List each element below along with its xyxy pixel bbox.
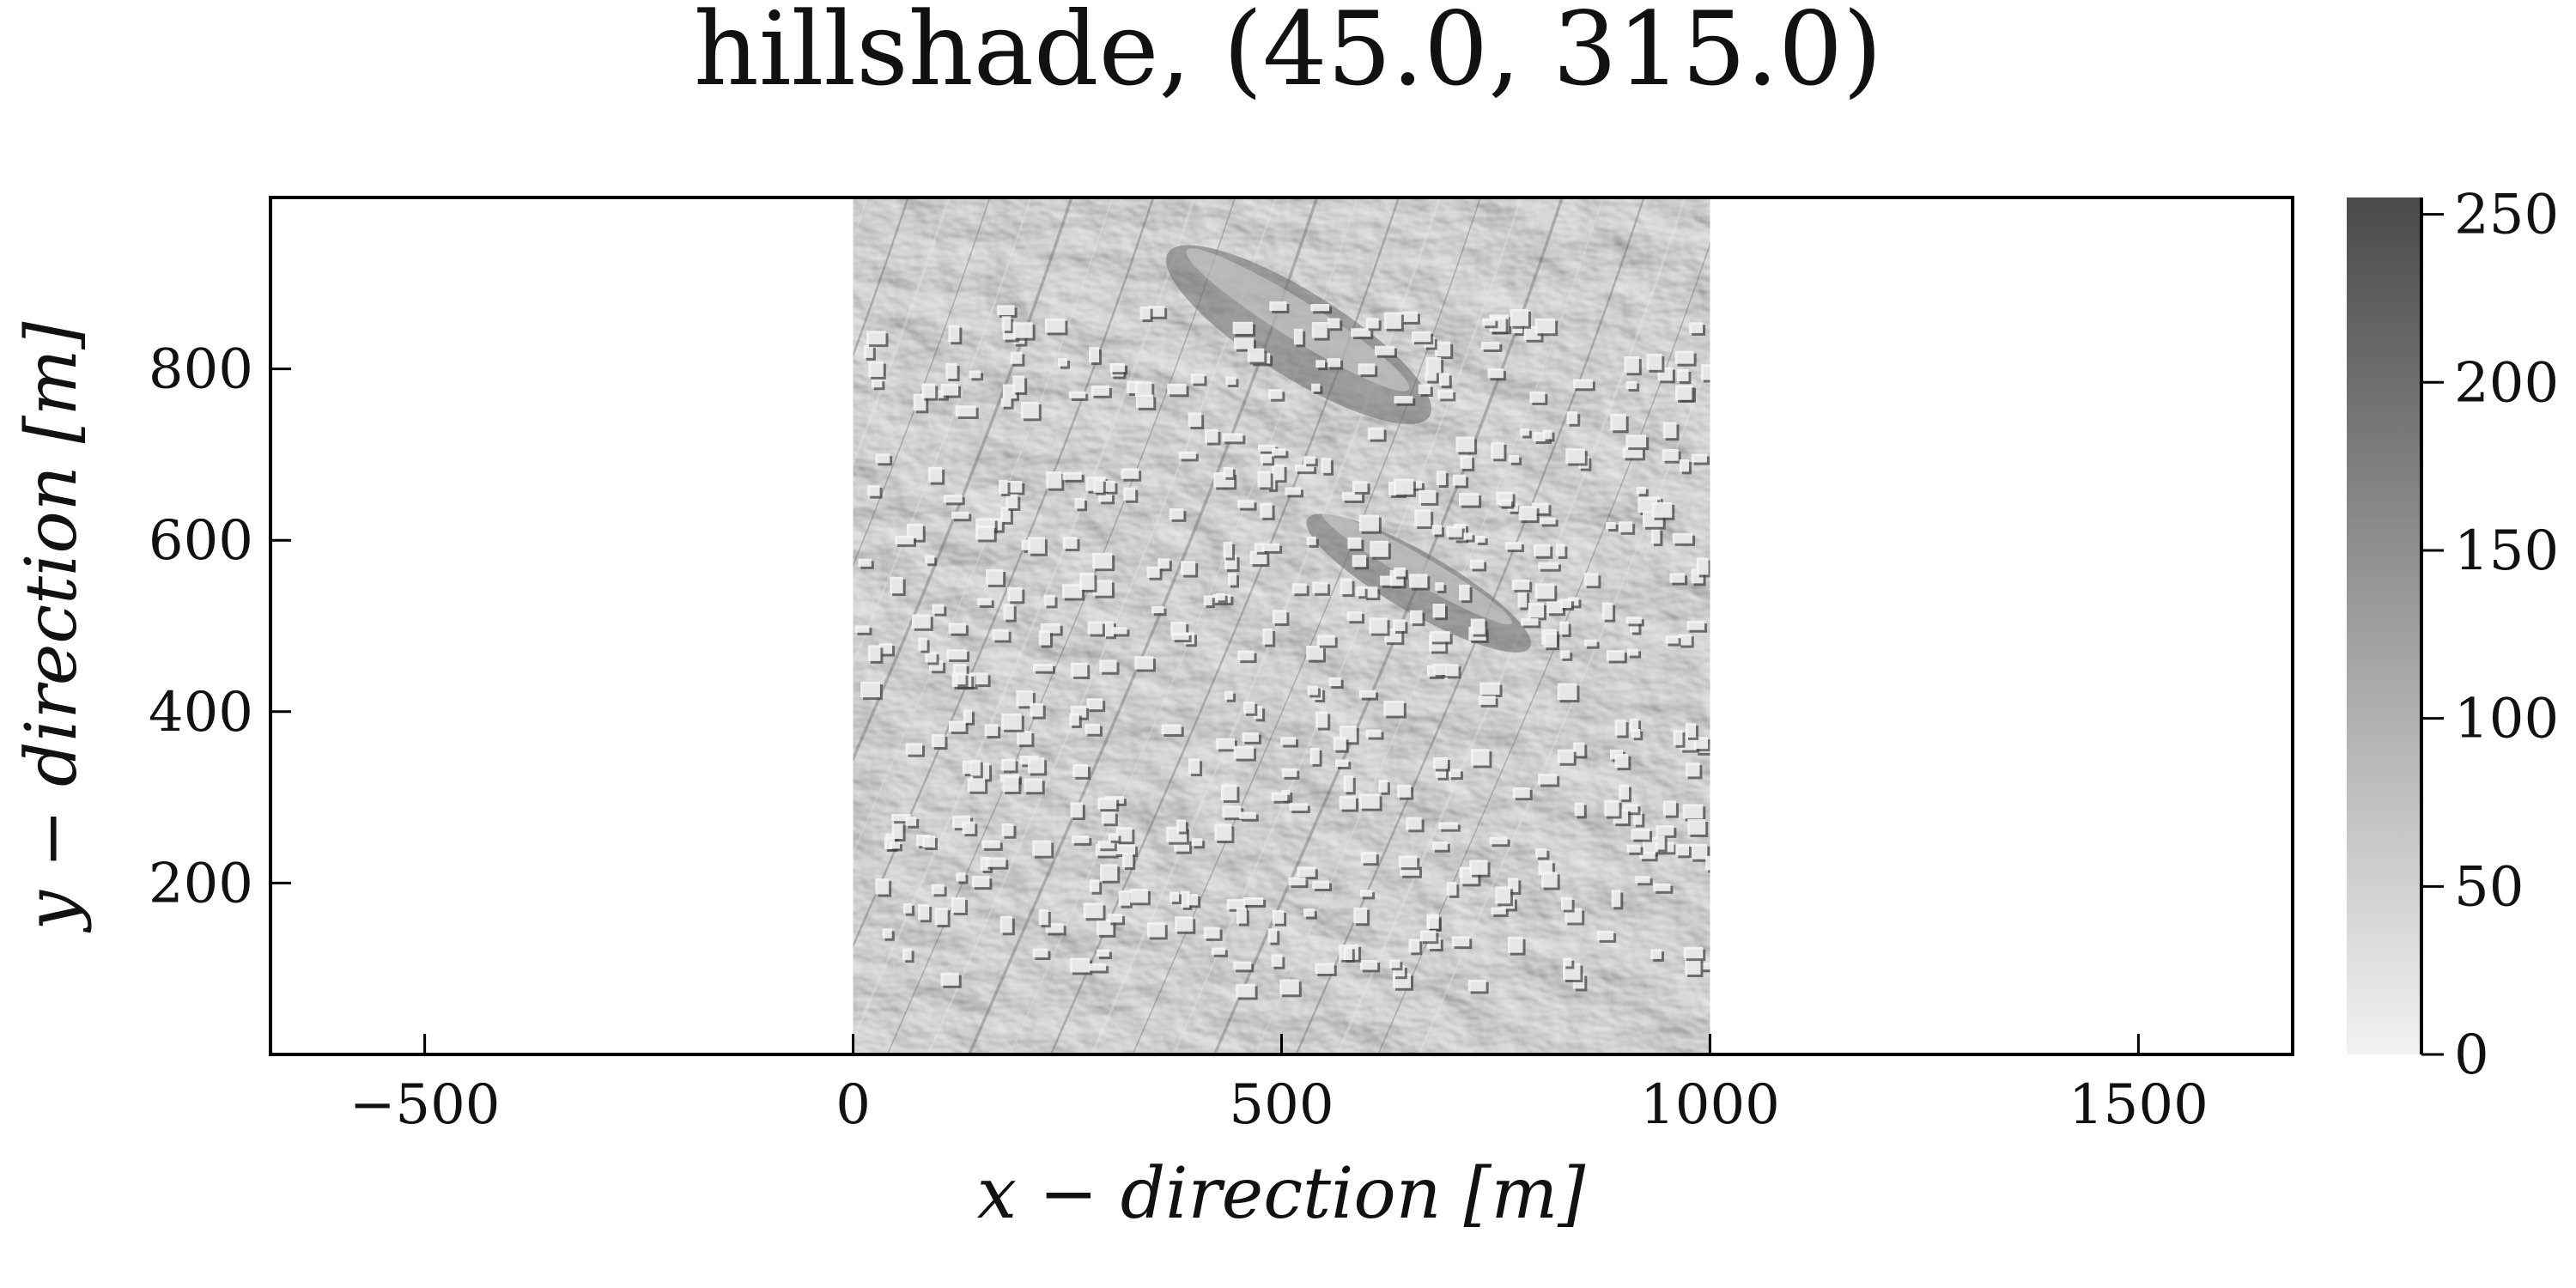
y-tick-label: 600 — [149, 509, 253, 573]
x-tick-label: 500 — [1229, 1073, 1334, 1137]
chart-title: hillshade, (45.0, 315.0) — [694, 0, 1882, 108]
colorbar-tick-label: 200 — [2454, 351, 2559, 415]
colorbar-tick-label: 150 — [2454, 519, 2559, 583]
colorbar-gradient — [2347, 197, 2420, 1054]
x-tick-label: 0 — [835, 1073, 871, 1137]
colorbar-tick-label: 100 — [2454, 688, 2559, 751]
x-tick-label: 1000 — [1640, 1073, 1780, 1137]
colorbar-ticks: 0 50 100 150 200 250 — [2421, 184, 2559, 1087]
buildings — [854, 301, 1710, 1000]
x-axis-label: x − direction [m] — [977, 1153, 1587, 1235]
x-tick-label: −500 — [349, 1073, 501, 1137]
y-tick-label: 400 — [149, 681, 253, 744]
y-axis-label: y − direction [m] — [11, 321, 93, 934]
colorbar: 0 50 100 150 200 250 — [2347, 184, 2559, 1087]
hillshade-image — [853, 197, 1710, 1054]
x-tick-label: 1500 — [2069, 1073, 2208, 1137]
colorbar-tick-label: 0 — [2454, 1024, 2489, 1087]
colorbar-tick-label: 50 — [2454, 855, 2524, 919]
y-tick-label: 200 — [149, 852, 253, 915]
x-axis: −500 0 500 1000 1500 — [349, 1034, 2208, 1137]
y-axis: 200 400 600 800 — [149, 338, 291, 915]
y-tick-label: 800 — [149, 338, 253, 402]
colorbar-tick-label: 250 — [2454, 184, 2559, 247]
plot-area: −500 0 500 1000 1500 200 400 600 800 — [149, 196, 2294, 1137]
